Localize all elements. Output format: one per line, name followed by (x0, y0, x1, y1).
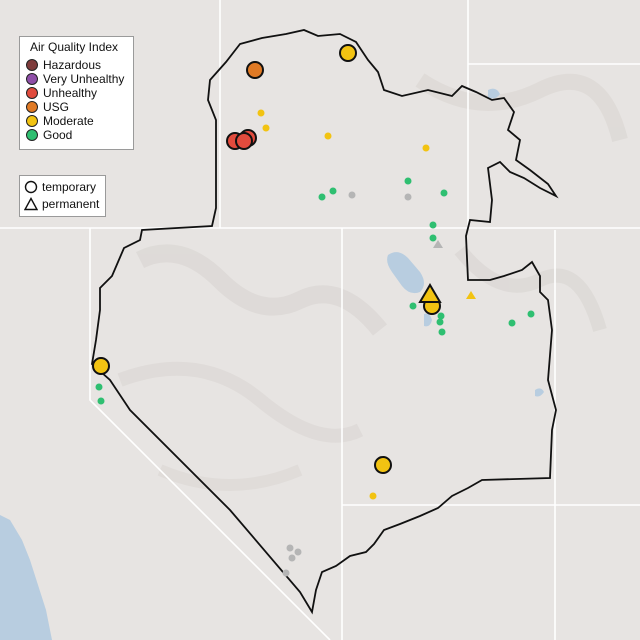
good-marker[interactable] (527, 310, 535, 318)
good-marker[interactable] (508, 319, 516, 327)
good-marker[interactable] (95, 383, 103, 391)
water-bodies (0, 88, 544, 640)
legend-label: temporary (42, 180, 97, 194)
legend-label: Unhealthy (43, 86, 98, 100)
station-type-legend: temporary permanent (19, 175, 106, 217)
region-boundary (91, 29, 559, 615)
moderate-permanent-marker[interactable] (418, 283, 442, 303)
nodata-marker[interactable] (404, 193, 412, 201)
nodata-marker[interactable] (294, 548, 302, 556)
nodata-marker[interactable] (348, 191, 356, 199)
moderate-temporary-marker[interactable] (339, 44, 357, 62)
circle-icon (24, 180, 38, 194)
good-marker[interactable] (437, 312, 445, 320)
legend-label: permanent (42, 197, 100, 211)
legend-label: Moderate (43, 114, 94, 128)
large-markers (92, 44, 442, 474)
moderate-temporary-marker[interactable] (92, 357, 110, 375)
good-marker[interactable] (440, 189, 448, 197)
lake-b (535, 388, 544, 397)
legend-label: Very Unhealthy (43, 72, 125, 86)
good-marker[interactable] (436, 318, 444, 326)
legend-item-usg: USG (26, 100, 69, 114)
moderate-triangle-marker[interactable] (466, 291, 476, 299)
legend-item-unhealthy: Unhealthy (26, 86, 97, 100)
good-marker[interactable] (429, 234, 437, 242)
legend-item-hazardous: Hazardous (26, 58, 101, 72)
legend-item-moderate: Moderate (26, 114, 94, 128)
good-marker[interactable] (429, 221, 437, 229)
good-marker[interactable] (329, 187, 337, 195)
moderate-marker[interactable] (422, 144, 430, 152)
moderate-marker[interactable] (324, 132, 332, 140)
good-marker[interactable] (404, 177, 412, 185)
very-unhealthy-swatch-icon (26, 73, 38, 85)
utah-lake (424, 313, 432, 327)
pacific-ocean (0, 515, 52, 640)
legend-label: Good (43, 128, 73, 142)
legend-item-good: Good (26, 128, 72, 142)
good-marker[interactable] (318, 193, 326, 201)
good-marker[interactable] (438, 328, 446, 336)
nodata-marker[interactable] (286, 544, 294, 552)
unhealthy-temporary-marker[interactable] (235, 132, 253, 150)
moderate-marker[interactable] (262, 124, 270, 132)
moderate-marker[interactable] (257, 109, 265, 117)
good-marker[interactable] (409, 302, 417, 310)
great-salt-lake (387, 252, 424, 294)
aqi-legend: Air Quality Index Hazardous Very Unhealt… (19, 36, 134, 150)
usg-swatch-icon (26, 101, 38, 113)
nodata-marker[interactable] (288, 554, 296, 562)
legend-title: Air Quality Index (30, 40, 119, 54)
nodata-triangle-marker[interactable] (433, 240, 443, 248)
moderate-temporary-marker[interactable] (374, 456, 392, 474)
hazardous-swatch-icon (26, 59, 38, 71)
legend-item-temporary: temporary (24, 179, 96, 195)
good-marker[interactable] (97, 397, 105, 405)
good-markers (95, 177, 535, 405)
good-swatch-icon (26, 129, 38, 141)
triangle-icon (24, 197, 38, 211)
unhealthy-swatch-icon (26, 87, 38, 99)
legend-item-very-unhealthy: Very Unhealthy (26, 72, 124, 86)
usg-temporary-marker[interactable] (246, 61, 264, 79)
legend-label: Hazardous (43, 58, 102, 72)
legend-label: USG (43, 100, 70, 114)
legend-item-permanent: permanent (24, 196, 99, 212)
moderate-marker[interactable] (369, 492, 377, 500)
lake-a (488, 88, 500, 99)
moderate-small-markers (257, 109, 476, 500)
nodata-markers (282, 191, 443, 577)
moderate-swatch-icon (26, 115, 38, 127)
nodata-marker[interactable] (282, 569, 290, 577)
